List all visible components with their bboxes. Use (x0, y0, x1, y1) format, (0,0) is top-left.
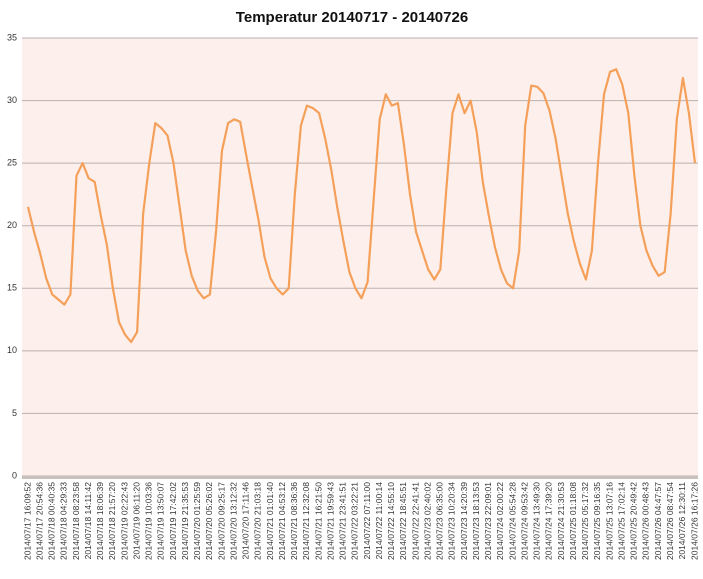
x-tick-label: 2014/07/24 21:30:53 (556, 482, 566, 560)
x-tick-label: 2014/07/23 14:20:39 (459, 482, 469, 560)
data-line (26, 68, 697, 344)
x-tick-label: 2014/07/24 02:00:22 (495, 482, 505, 560)
x-tick-label: 2014/07/19 10:03:36 (144, 482, 154, 560)
x-tick-label: 2014/07/21 04:53:12 (277, 482, 287, 560)
x-tick-label: 2014/07/21 16:21:50 (313, 482, 323, 560)
x-tick-label: 2014/07/21 23:41:51 (338, 482, 348, 560)
x-tick-label: 2014/07/24 05:54:28 (507, 482, 517, 560)
y-tick-label: 20 (7, 220, 17, 230)
x-tick-label: 2014/07/25 01:18:08 (568, 482, 578, 560)
x-tick-label: 2014/07/19 02:22:43 (119, 482, 129, 560)
x-tick-label: 2014/07/22 14:55:10 (386, 482, 396, 560)
x-tick-label: 2014/07/21 19:59:43 (325, 482, 335, 560)
x-tick-label: 2014/07/22 18:45:51 (398, 482, 408, 560)
x-tick-label: 2014/07/26 04:47:57 (653, 482, 663, 560)
x-tick-label: 2014/07/23 06:35:00 (435, 482, 445, 560)
x-tick-label: 2014/07/20 09:25:17 (216, 482, 226, 560)
x-tick-label: 2014/07/25 09:16:35 (592, 482, 602, 560)
x-tick-label: 2014/07/25 20:49:42 (629, 482, 639, 560)
x-tick-label: 2014/07/19 06:11:20 (131, 482, 141, 560)
x-tick-label: 2014/07/22 11:00:14 (374, 482, 384, 560)
x-tick-label: 2014/07/23 18:13:53 (471, 482, 481, 560)
x-tick-label: 2014/07/21 12:32:08 (301, 482, 311, 560)
y-tick-label: 10 (7, 345, 17, 355)
x-tick-label: 2014/07/18 14:11:42 (83, 482, 93, 560)
x-tick-label: 2014/07/18 18:06:39 (95, 482, 105, 560)
x-tick-label: 2014/07/21 08:36:36 (289, 482, 299, 560)
x-tick-label: 2014/07/18 04:29:33 (59, 482, 69, 560)
x-tick-label: 2014/07/24 09:53:42 (519, 482, 529, 560)
y-tick-label: 35 (7, 32, 17, 42)
x-tick-label: 2014/07/25 13:07:16 (604, 482, 614, 560)
y-tick-label: 15 (7, 283, 17, 293)
x-tick-label: 2014/07/20 17:11:46 (241, 482, 251, 560)
y-tick-label: 30 (7, 95, 17, 105)
x-tick-label: 2014/07/23 22:09:01 (483, 482, 493, 560)
plot-area (22, 38, 698, 476)
x-tick-label: 2014/07/20 13:12:32 (228, 482, 238, 560)
x-tick-label: 2014/07/20 21:03:18 (253, 482, 263, 560)
chart-title: Temperatur 20140717 - 20140726 (236, 9, 468, 26)
x-tick-label: 2014/07/26 16:17:26 (689, 482, 699, 560)
x-tick-label: 2014/07/20 05:26:02 (204, 482, 214, 560)
x-tick-label: 2014/07/26 12:30:11 (677, 482, 687, 560)
x-tick-label: 2014/07/22 07:11:00 (362, 482, 372, 560)
x-tick-label: 2014/07/19 13:50:07 (156, 482, 166, 560)
x-tick-label: 2014/07/21 01:01:40 (265, 482, 275, 560)
x-tick-label: 2014/07/18 00:40:35 (47, 482, 57, 560)
x-tick-label: 2014/07/25 05:17:32 (580, 482, 590, 560)
x-tick-label: 2014/07/17 20:54:36 (34, 482, 44, 560)
x-tick-label: 2014/07/25 17:02:14 (616, 482, 626, 560)
x-tick-label: 2014/07/18 21:57:20 (107, 482, 117, 560)
y-tick-label: 5 (12, 408, 17, 418)
x-tick-label: 2014/07/18 08:23:58 (71, 482, 81, 560)
x-tick-label: 2014/07/26 00:48:43 (641, 482, 651, 560)
x-tick-label: 2014/07/23 02:40:02 (422, 482, 432, 560)
x-tick-label: 2014/07/24 13:49:30 (532, 482, 542, 560)
x-tick-label: 2014/07/20 01:25:59 (192, 482, 202, 560)
y-tick-label: 0 (12, 470, 17, 480)
x-tick-label: 2014/07/22 22:41:41 (410, 482, 420, 560)
x-tick-label: 2014/07/22 03:22:21 (350, 482, 360, 560)
x-tick-label: 2014/07/19 17:42:02 (168, 482, 178, 560)
x-tick-label: 2014/07/26 08:47:54 (665, 482, 675, 560)
x-tick-label: 2014/07/23 10:20:34 (447, 482, 457, 560)
y-tick-label: 25 (7, 158, 17, 168)
x-tick-label: 2014/07/24 17:39:20 (544, 482, 554, 560)
x-tick-label: 2014/07/19 21:35:53 (180, 482, 190, 560)
x-axis (22, 476, 698, 479)
x-tick-label: 2014/07/17 16:09:52 (22, 482, 32, 560)
